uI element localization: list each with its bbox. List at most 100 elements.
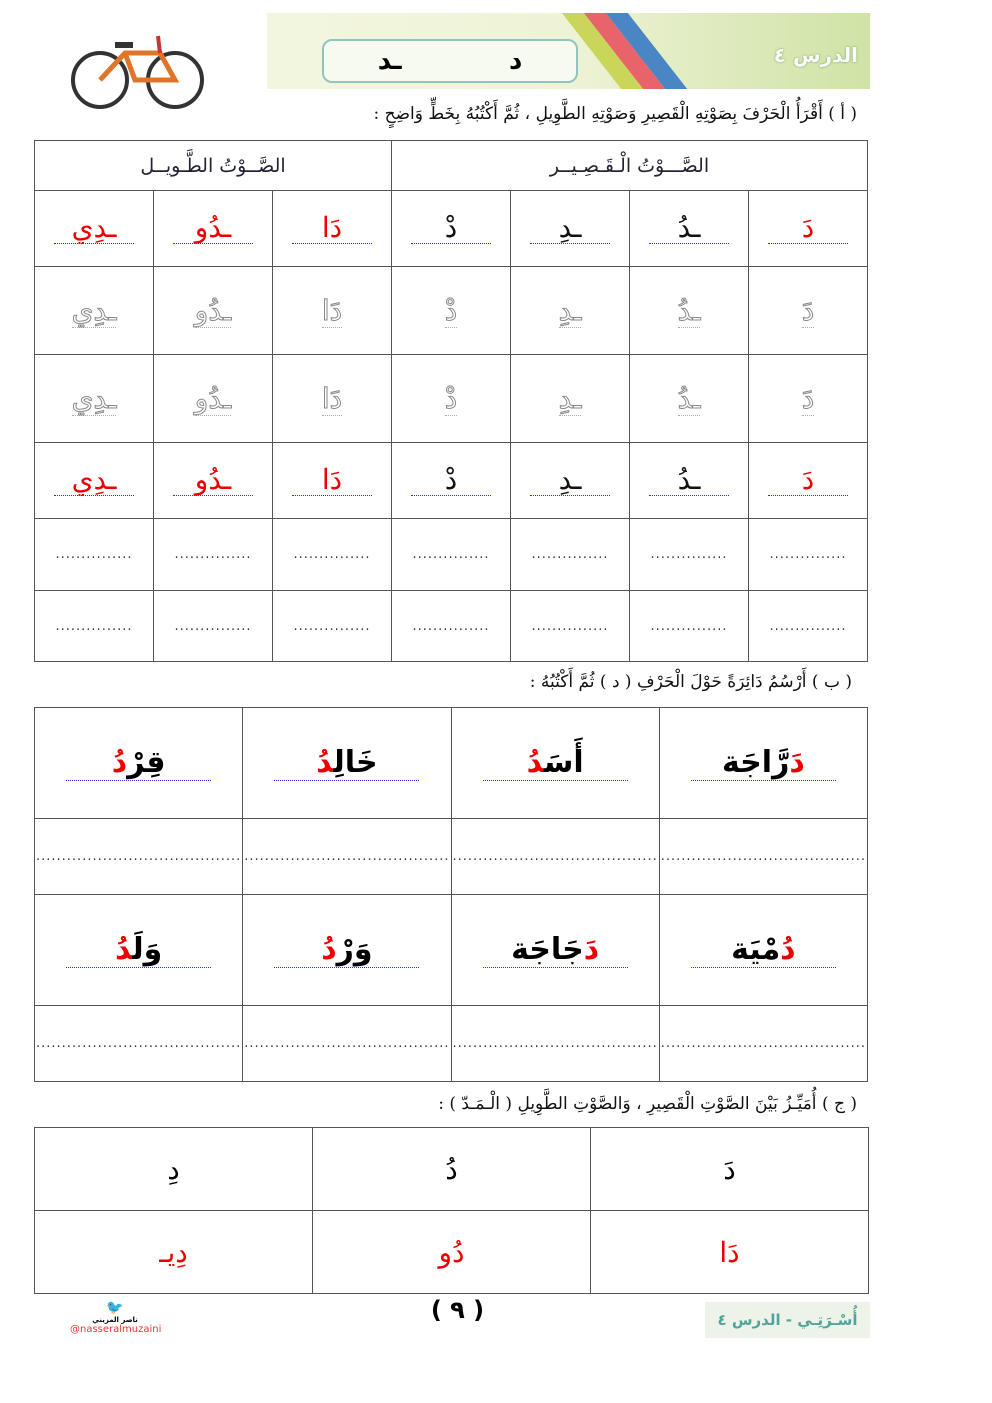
write-cell[interactable]: ........................................: [658, 1005, 869, 1082]
write-cell[interactable]: ...............: [153, 590, 274, 662]
section-b-table: دَرَّاجَة أَسَدُ خَالِدُ قِرْدُ ...........…: [33, 707, 869, 1082]
section-c-instruction: ( ج ) أُمَيِّـزُ بَيْنَ الصَّوْتِ الْقَص…: [438, 1094, 857, 1114]
word-part: قِرْ: [127, 744, 166, 780]
author-name: ناصر المزيني: [92, 1316, 138, 1324]
word[interactable]: وَرْدُ: [274, 931, 420, 968]
letter-model: ـدِ: [530, 465, 611, 496]
letter-model: دْ: [411, 465, 492, 496]
word[interactable]: وَلَدُ: [66, 931, 212, 968]
letter-model: دَ: [768, 213, 849, 244]
word-part: وَرْ: [336, 931, 373, 967]
section-c-table: دَ دُ دِ دَا دُو دِيـ: [34, 1127, 869, 1294]
write-cell[interactable]: ........................................: [33, 818, 244, 895]
letter-model: ـدِي: [54, 465, 134, 496]
letter-model: ـدِ: [530, 213, 611, 244]
target-letter: دَ: [789, 744, 805, 780]
twitter-icon: 🐦: [106, 1300, 124, 1316]
word-cell: دُمْيَة: [658, 894, 869, 1006]
write-cell[interactable]: ........................................: [658, 818, 869, 895]
word[interactable]: خَالِدُ: [274, 744, 420, 781]
trace-cell[interactable]: دْ: [391, 354, 512, 443]
short-sound-cell: دِ: [34, 1127, 313, 1211]
word[interactable]: قِرْدُ: [66, 744, 212, 781]
word-cell: دَجَاجَة: [450, 894, 660, 1006]
word-part: خَالِ: [333, 744, 378, 780]
trace-cell[interactable]: دَا: [272, 266, 393, 355]
write-cell[interactable]: ...............: [748, 590, 869, 662]
write-cell[interactable]: ........................................: [450, 1005, 660, 1082]
write-cell[interactable]: ...............: [391, 590, 512, 662]
section-b-instruction: ( ب ) أَرْسُمُ دَائِرَةً حَوْلَ الْحَرْف…: [529, 672, 852, 692]
trace-cell[interactable]: ـدُ: [629, 266, 750, 355]
short-sound-cell: دُ: [312, 1127, 591, 1211]
table-row: ........................................…: [33, 1005, 869, 1082]
write-cell[interactable]: ...............: [33, 518, 155, 591]
write-cell[interactable]: ........................................: [450, 818, 660, 895]
write-cell[interactable]: ...............: [629, 590, 750, 662]
write-cell[interactable]: ...............: [33, 590, 155, 662]
long-sound-cell: دُو: [312, 1210, 591, 1294]
author-credit: 🐦 ناصر المزيني @nasseralmuzaini: [70, 1300, 162, 1335]
table-row: دَ ـدُ ـدِ دْ دَا ـدُو ـدِي: [33, 266, 869, 355]
target-letter: دَ: [583, 931, 600, 967]
letter-model: ـدُو: [173, 213, 254, 244]
word-cell: وَلَدُ: [33, 894, 244, 1006]
word[interactable]: دَجَاجَة: [482, 931, 628, 968]
table-row: دَ ـدُ ـدِ دْ دَا ـدُو ـدِي: [33, 190, 869, 267]
write-cell[interactable]: ...............: [272, 590, 393, 662]
table-row: دَ ـدُ ـدِ دْ دَا ـدُو ـدِي: [33, 442, 869, 519]
table-row: دَا دُو دِيـ: [34, 1210, 869, 1294]
word-cell: قِرْدُ: [33, 707, 244, 819]
table-row: ........................................…: [33, 518, 869, 591]
letter-model: ـدُو: [173, 465, 254, 496]
target-letter: دُ: [111, 744, 128, 780]
table-row: دُمْيَة دَجَاجَة وَرْدُ وَلَدُ: [33, 894, 869, 1006]
write-cell[interactable]: ...............: [510, 518, 631, 591]
word-part: وَلَ: [132, 931, 163, 967]
trace-cell[interactable]: ـدِ: [510, 354, 631, 443]
letter-model: دَا: [292, 465, 373, 496]
letter-model: دَ: [768, 465, 849, 496]
target-letter: دُ: [321, 931, 337, 967]
trace-cell[interactable]: دَ: [748, 266, 869, 355]
write-cell[interactable]: ...............: [391, 518, 512, 591]
author-handle[interactable]: @nasseralmuzaini: [70, 1324, 162, 1335]
page-number: ( ٩ ): [430, 1296, 485, 1324]
write-cell[interactable]: ........................................: [33, 1005, 244, 1082]
word[interactable]: دَرَّاجَة: [690, 744, 836, 781]
target-letter: دُ: [316, 744, 334, 780]
word[interactable]: دُمْيَة: [690, 931, 836, 968]
write-cell[interactable]: ...............: [272, 518, 393, 591]
letter-isolated: د: [508, 46, 523, 76]
word-cell: دَرَّاجَة: [658, 707, 869, 819]
write-cell[interactable]: ...............: [153, 518, 274, 591]
word[interactable]: أَسَدُ: [482, 744, 628, 781]
target-letter: دُ: [780, 931, 796, 967]
write-cell[interactable]: ...............: [748, 518, 869, 591]
write-cell[interactable]: ...............: [510, 590, 631, 662]
table-row: ........................................…: [33, 818, 869, 895]
bicycle-image: [70, 28, 205, 113]
trace-cell[interactable]: ـدُ: [629, 354, 750, 443]
letter-forms-box: د ـد: [322, 39, 578, 83]
trace-cell[interactable]: دَ: [748, 354, 869, 443]
write-cell[interactable]: ........................................: [242, 818, 452, 895]
trace-cell[interactable]: ـدِ: [510, 266, 631, 355]
trace-cell[interactable]: دْ: [391, 266, 512, 355]
long-sound-cell: دَا: [590, 1210, 869, 1294]
trace-cell[interactable]: ـدُو: [153, 354, 274, 443]
section-a-table: الصَّـــوْتُ الْـقَـصِـيــر الصَّــوْتُ …: [33, 140, 869, 662]
trace-cell[interactable]: ـدِي: [33, 354, 155, 443]
trace-cell[interactable]: دَا: [272, 354, 393, 443]
section-a-instruction: ( أ ) أَقْرَأُ الْحَرْفَ بِصَوْتِهِ الْق…: [373, 104, 857, 124]
trace-cell[interactable]: ـدُو: [153, 266, 274, 355]
word-cell: أَسَدُ: [450, 707, 660, 819]
trace-cell[interactable]: ـدِي: [33, 266, 155, 355]
letter-final: ـد: [377, 46, 402, 76]
letter-model: ـدِي: [54, 213, 134, 244]
write-cell[interactable]: ...............: [629, 518, 750, 591]
write-cell[interactable]: ........................................: [242, 1005, 452, 1082]
table-row: دَ ـدُ ـدِ دْ دَا ـدُو ـدِي: [33, 354, 869, 443]
word-part: أَسَ: [543, 744, 584, 780]
